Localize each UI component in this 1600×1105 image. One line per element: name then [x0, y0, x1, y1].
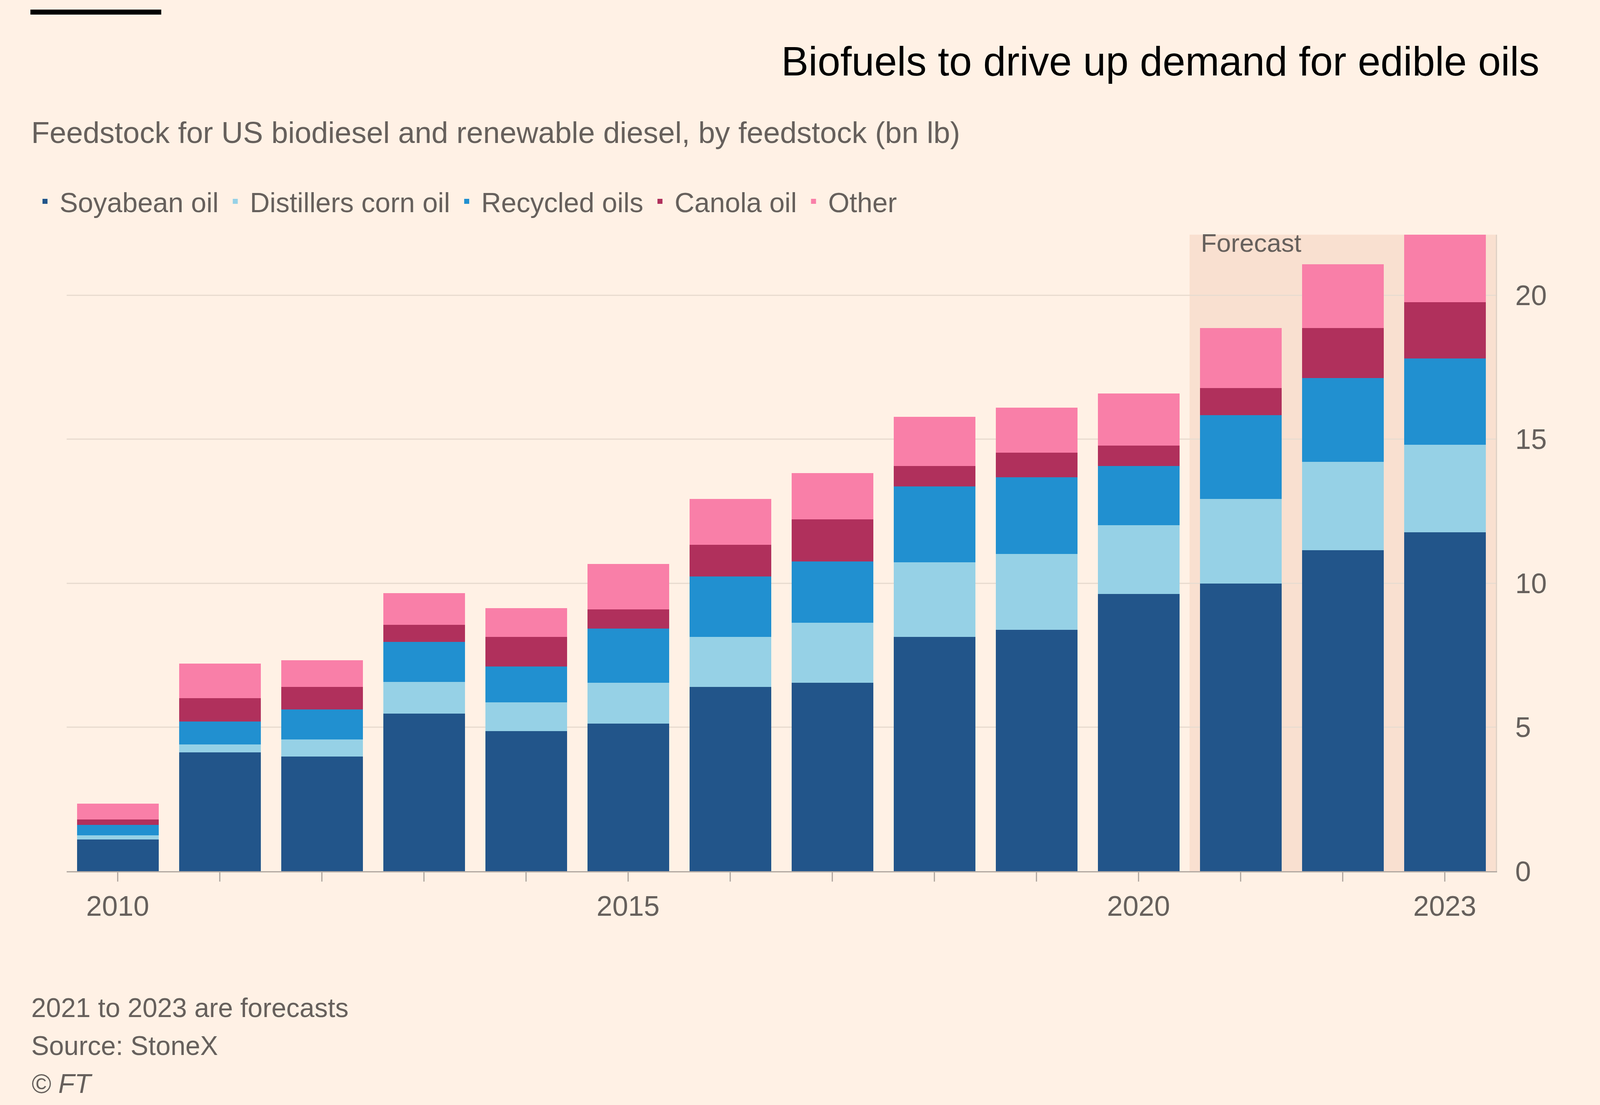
svg-text:0: 0 [1515, 855, 1532, 887]
svg-text:20: 20 [1515, 279, 1548, 311]
svg-text:2021 to 2023 are forecasts: 2021 to 2023 are forecasts [31, 992, 349, 1023]
svg-text:2020: 2020 [1107, 889, 1170, 922]
svg-text:Biofuels to drive up demand fo: Biofuels to drive up demand for edible o… [781, 38, 1540, 85]
svg-text:Other: Other [827, 187, 897, 218]
svg-text:Forecast: Forecast [1200, 228, 1302, 258]
svg-text:2023: 2023 [1413, 889, 1477, 922]
svg-text:2015: 2015 [596, 889, 660, 922]
svg-text:Canola oil: Canola oil [674, 187, 798, 218]
svg-text:Recycled oils: Recycled oils [481, 187, 644, 218]
svg-text:2010: 2010 [86, 889, 150, 922]
svg-text:© FT: © FT [31, 1068, 93, 1099]
svg-text:Feedstock for US biodiesel and: Feedstock for US biodiesel and renewable… [31, 115, 960, 150]
svg-text:Distillers corn oil: Distillers corn oil [250, 187, 450, 218]
svg-text:5: 5 [1515, 710, 1532, 743]
svg-text:Source: StoneX: Source: StoneX [31, 1030, 218, 1061]
svg-text:Soyabean oil: Soyabean oil [59, 187, 219, 218]
svg-text:15: 15 [1515, 422, 1548, 455]
svg-text:10: 10 [1515, 567, 1548, 599]
